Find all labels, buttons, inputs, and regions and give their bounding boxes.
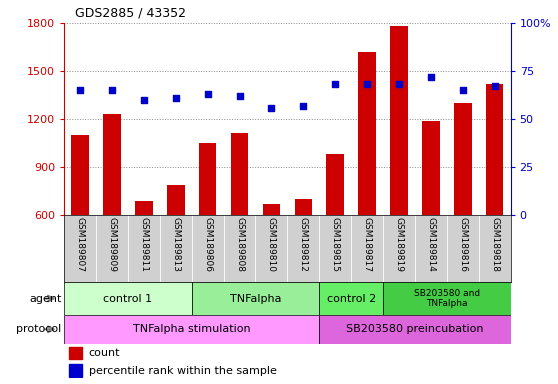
Text: GSM189817: GSM189817 xyxy=(363,217,372,272)
Bar xyxy=(422,121,440,215)
Bar xyxy=(295,199,312,215)
Text: percentile rank within the sample: percentile rank within the sample xyxy=(89,366,277,376)
Bar xyxy=(319,315,511,344)
Text: TNFalpha: TNFalpha xyxy=(230,293,281,304)
Point xyxy=(458,87,467,93)
Text: GSM189812: GSM189812 xyxy=(299,217,308,272)
Text: GSM189818: GSM189818 xyxy=(490,217,499,272)
Text: SB203580 preincubation: SB203580 preincubation xyxy=(346,324,484,334)
Text: GSM189809: GSM189809 xyxy=(108,217,117,272)
Point xyxy=(267,104,276,111)
Point xyxy=(490,83,499,89)
Text: control 1: control 1 xyxy=(103,293,152,304)
Point xyxy=(108,87,117,93)
Bar xyxy=(199,143,217,215)
Text: SB203580 and
TNFalpha: SB203580 and TNFalpha xyxy=(413,289,480,308)
Text: GSM189806: GSM189806 xyxy=(203,217,212,272)
Text: agent: agent xyxy=(29,293,61,304)
Bar xyxy=(64,315,319,344)
Bar xyxy=(390,26,408,215)
Bar xyxy=(71,135,89,215)
Point xyxy=(426,74,435,80)
Point xyxy=(203,91,212,97)
Text: GSM189813: GSM189813 xyxy=(171,217,180,272)
Point xyxy=(76,87,85,93)
Point xyxy=(299,103,308,109)
Bar xyxy=(103,114,121,215)
Text: GSM189810: GSM189810 xyxy=(267,217,276,272)
Bar xyxy=(454,103,472,215)
Bar xyxy=(326,154,344,215)
Text: GSM189808: GSM189808 xyxy=(235,217,244,272)
Bar xyxy=(486,84,503,215)
Bar xyxy=(263,204,280,215)
Text: TNFalpha stimulation: TNFalpha stimulation xyxy=(133,324,251,334)
Text: GDS2885 / 43352: GDS2885 / 43352 xyxy=(75,6,186,19)
Text: protocol: protocol xyxy=(16,324,61,334)
Point xyxy=(140,97,148,103)
Bar xyxy=(319,282,383,315)
Bar xyxy=(358,52,376,215)
Bar xyxy=(69,347,82,359)
Text: control 2: control 2 xyxy=(326,293,376,304)
Bar xyxy=(135,201,153,215)
Bar xyxy=(64,282,192,315)
Point xyxy=(171,95,180,101)
Text: GSM189814: GSM189814 xyxy=(426,217,435,272)
Text: GSM189816: GSM189816 xyxy=(458,217,467,272)
Point xyxy=(363,81,372,88)
Point xyxy=(235,93,244,99)
Bar xyxy=(167,185,185,215)
Point xyxy=(395,81,403,88)
Bar xyxy=(231,134,248,215)
Text: GSM189807: GSM189807 xyxy=(76,217,85,272)
Bar xyxy=(383,282,511,315)
Bar xyxy=(192,282,319,315)
Text: count: count xyxy=(89,348,120,358)
Bar xyxy=(69,364,82,376)
Text: GSM189815: GSM189815 xyxy=(331,217,340,272)
Text: GSM189819: GSM189819 xyxy=(395,217,403,272)
Point xyxy=(331,81,340,88)
Text: GSM189811: GSM189811 xyxy=(140,217,148,272)
